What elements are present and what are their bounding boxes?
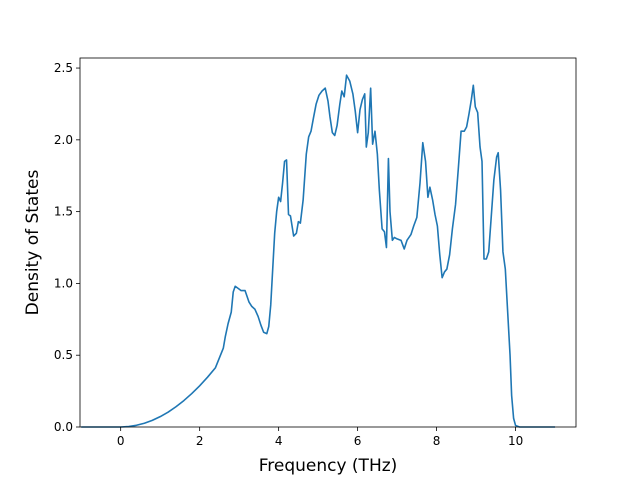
x-axis: 0 2 4 6 8 10 (117, 427, 523, 448)
x-tick-label: 4 (275, 434, 283, 448)
y-tick-label: 1.5 (54, 205, 73, 219)
dos-series-line (81, 74, 556, 428)
x-tick-label: 2 (196, 434, 204, 448)
x-tick-label: 0 (117, 434, 125, 448)
y-tick-label: 2.5 (54, 61, 73, 75)
y-axis-label: Density of States (23, 170, 43, 316)
x-axis-label: Frequency (THz) (259, 456, 398, 476)
y-tick-label: 2.0 (54, 133, 73, 147)
x-tick-label: 8 (433, 434, 441, 448)
y-tick-label: 1.0 (54, 276, 73, 290)
series-layer (81, 74, 556, 428)
y-axis: 0.0 0.5 1.0 1.5 2.0 2.5 (54, 61, 80, 434)
plot-area (80, 58, 576, 427)
x-tick-label: 10 (508, 434, 523, 448)
plot-frame (79, 57, 577, 428)
x-tick-label: 6 (354, 434, 362, 448)
y-tick-label: 0.5 (54, 348, 73, 362)
y-tick-label: 0.0 (54, 420, 73, 434)
